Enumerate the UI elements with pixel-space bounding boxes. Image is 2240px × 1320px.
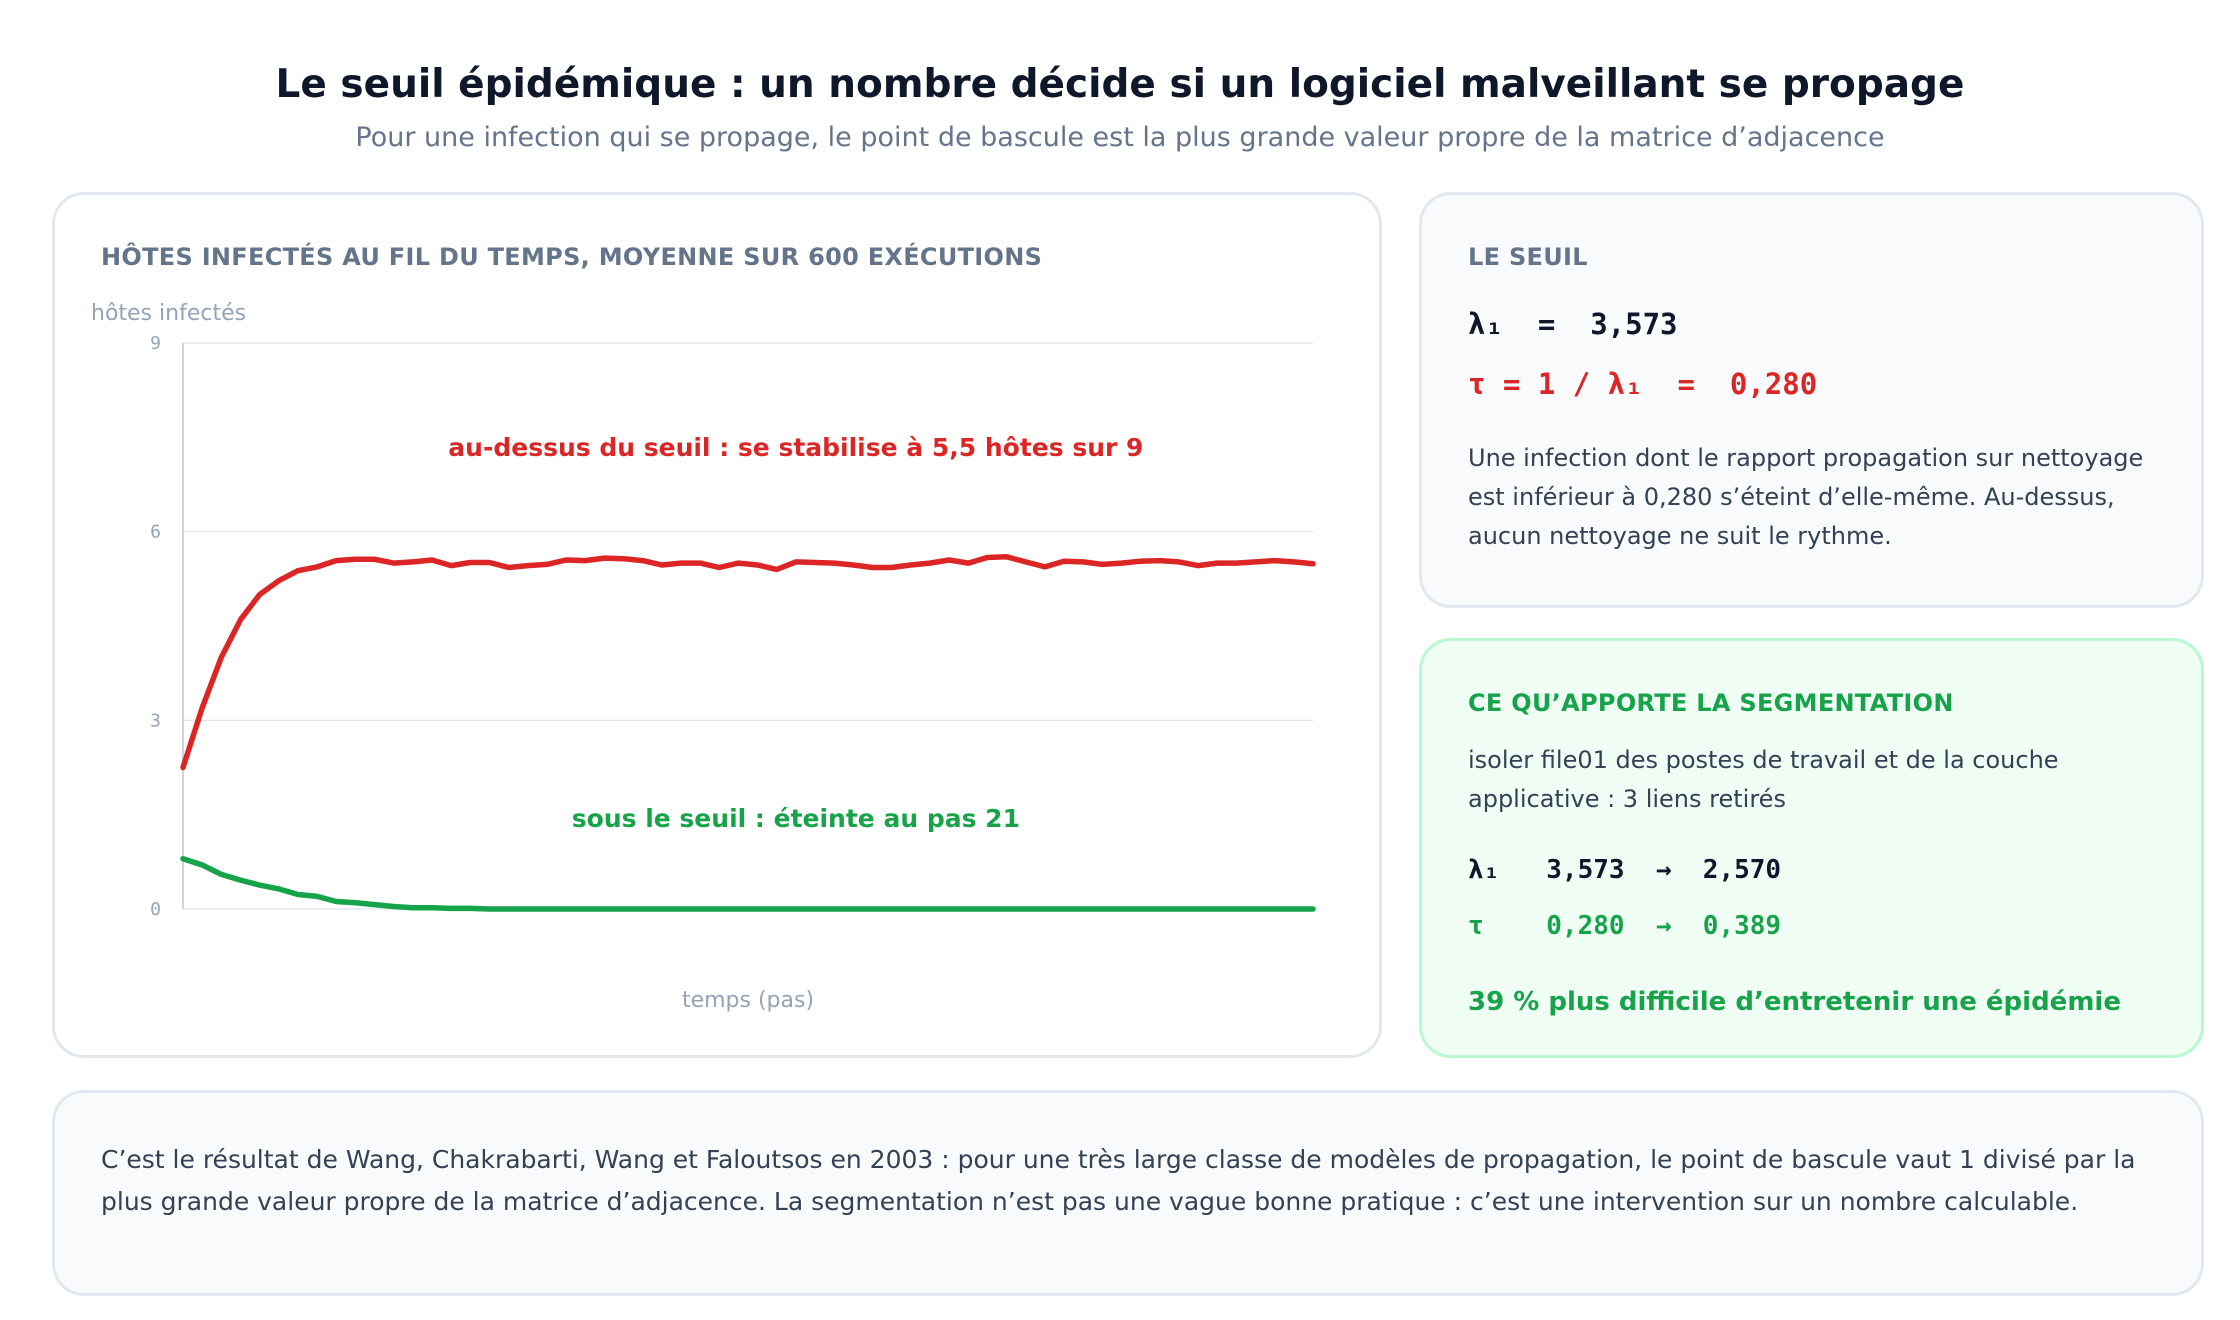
footer-card: C’est le résultat de Wang, Chakrabarti, … [52, 1090, 2204, 1296]
y-tick-label-3: 3 [150, 710, 161, 731]
chart-title: HÔTES INFECTÉS AU FIL DU TEMPS, MOYENNE … [101, 243, 1043, 271]
lambda-equation: λ₁ = 3,573 [1468, 307, 1678, 341]
footer-text: C’est le résultat de Wang, Chakrabarti, … [101, 1145, 2136, 1216]
annotation-below: sous le seuil : éteinte au pas 21 [572, 804, 1020, 833]
lambda-change: λ₁ 3,573 → 2,570 [1468, 855, 1782, 885]
threshold-heading: LE SEUIL [1468, 243, 1588, 271]
segmentation-heading: CE QU’APPORTE LA SEGMENTATION [1468, 689, 1954, 717]
series-line-above [180, 554, 1316, 771]
segmentation-result: 39 % plus difficile d’entretenir une épi… [1468, 987, 2121, 1017]
y-tick-label-9: 9 [150, 333, 161, 354]
segmentation-card: CE QU’APPORTE LA SEGMENTATION isoler fil… [1419, 638, 2204, 1058]
page-subtitle: Pour une infection qui se propage, le po… [355, 122, 1885, 153]
y-tick-label-6: 6 [150, 522, 161, 543]
series-line-below [180, 855, 1316, 912]
tau-equation: τ = 1 / λ₁ = 0,280 [1468, 367, 1818, 401]
threshold-card: LE SEUIL λ₁ = 3,573 τ = 1 / λ₁ = 0,280 U… [1419, 192, 2204, 608]
x-axis-label: temps (pas) [682, 988, 814, 1013]
y-axis-label: hôtes infectés [91, 301, 246, 326]
page-title: Le seuil épidémique : un nombre décide s… [275, 62, 1965, 107]
infection-line-chart: 0 3 6 9 hôtes infectés temps (pas) au-dessus d… [91, 301, 1316, 1013]
y-tick-label-0: 0 [150, 899, 161, 920]
chart-card: HÔTES INFECTÉS AU FIL DU TEMPS, MOYENNE … [52, 192, 1382, 1058]
threshold-explanation: Une infection dont le rapport propagatio… [1468, 444, 2144, 550]
tau-change: τ 0,280 → 0,389 [1468, 911, 1782, 941]
annotation-above: au-dessus du seuil : se stabilise à 5,5 … [448, 433, 1143, 462]
segmentation-description: isoler file01 des postes de travail et d… [1468, 746, 2059, 813]
